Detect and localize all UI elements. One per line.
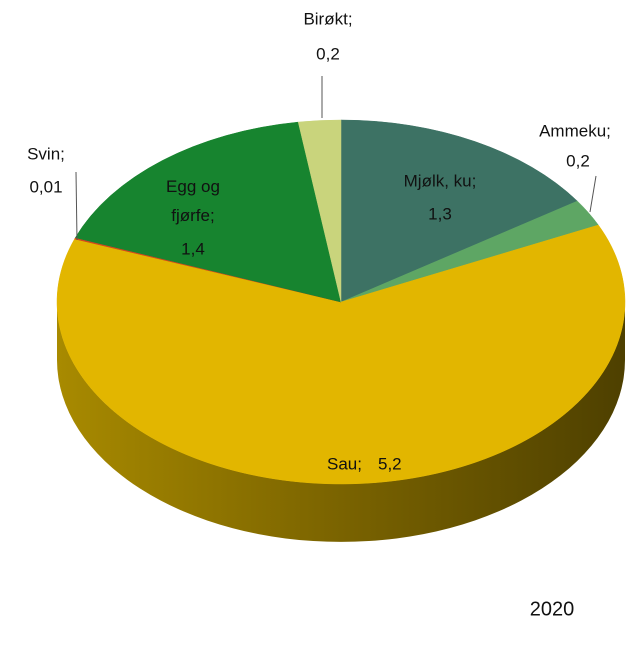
pie-slice: [340, 119, 578, 303]
leader-line: [75, 171, 78, 241]
value-label: 0,01: [29, 177, 62, 196]
value-label: 0,2: [316, 44, 340, 63]
category-label: Egg og fjørfe;: [166, 177, 220, 225]
value-label: 0,2: [566, 151, 590, 170]
category-label: Birøkt;: [303, 9, 352, 28]
value-label: 1,3: [428, 204, 452, 223]
value-label: 1,4: [181, 239, 205, 258]
leader-line: [589, 175, 597, 213]
pie-side: [57, 302, 625, 542]
value-label: 5,2: [378, 454, 402, 473]
pie-slice: [56, 224, 626, 485]
category-label: Mjølk, ku;: [404, 171, 477, 190]
pie-slice: [297, 119, 342, 303]
category-label: Svin;: [27, 144, 65, 163]
category-label: Ammeku;: [539, 121, 611, 140]
year-label: 2020: [530, 598, 575, 620]
pie-slice: [74, 121, 342, 303]
category-label: Sau;: [327, 454, 362, 473]
